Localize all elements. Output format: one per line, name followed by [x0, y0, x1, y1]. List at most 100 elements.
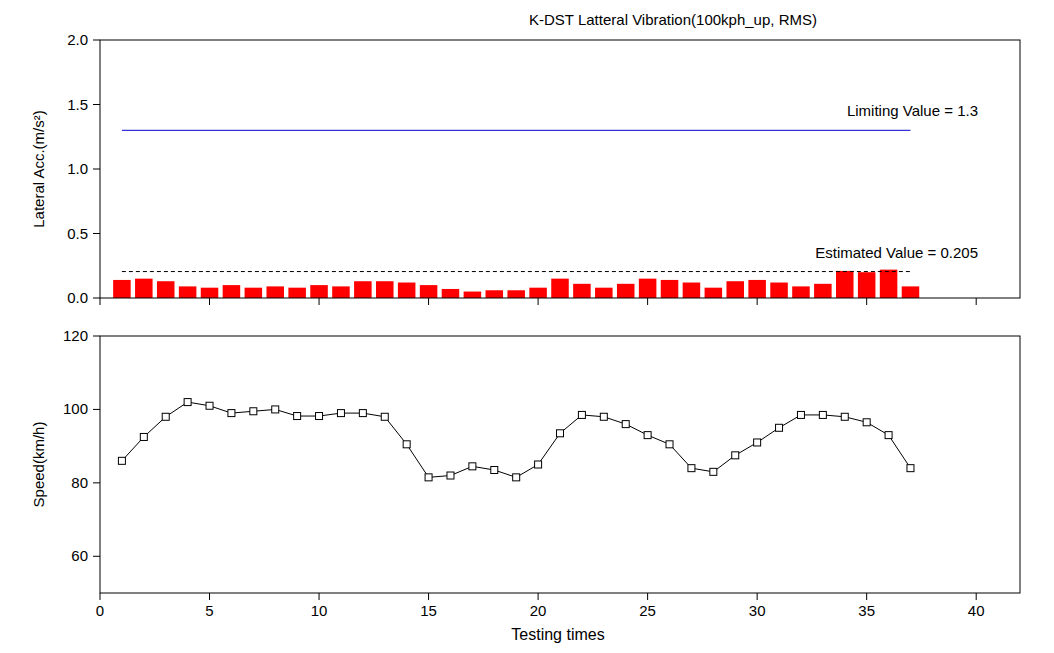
marker — [907, 465, 914, 472]
bar — [179, 286, 197, 298]
bar — [792, 286, 810, 298]
x-tick — [538, 593, 539, 600]
x-tick — [976, 298, 977, 305]
marker — [272, 406, 279, 413]
y-tick-label: 1.5 — [67, 96, 88, 113]
marker — [381, 413, 388, 420]
y-tick-label: 100 — [63, 400, 88, 417]
marker — [491, 467, 498, 474]
y-tick-label: 1.0 — [67, 160, 88, 177]
x-tick — [100, 298, 101, 305]
marker — [885, 432, 892, 439]
marker — [776, 424, 783, 431]
y-tick — [93, 409, 100, 410]
x-tick-label: 25 — [639, 602, 656, 619]
x-tick — [209, 593, 210, 600]
plot-area — [118, 399, 914, 481]
bar — [814, 284, 832, 298]
x-tick-label: 35 — [858, 602, 875, 619]
x-tick — [757, 298, 758, 305]
marker — [819, 411, 826, 418]
marker — [337, 410, 344, 417]
marker — [644, 432, 651, 439]
x-tick — [428, 298, 429, 305]
bar — [705, 288, 723, 298]
y-tick — [93, 336, 100, 337]
bar — [332, 286, 350, 298]
bar — [617, 284, 635, 298]
marker — [469, 463, 476, 470]
y-axis-label: Lateral Acc.(m/s²) — [30, 110, 47, 228]
x-tick-label: 30 — [749, 602, 766, 619]
bar — [354, 281, 372, 298]
y-tick — [93, 298, 100, 299]
bar — [398, 283, 416, 298]
y-tick — [93, 233, 100, 234]
marker — [578, 411, 585, 418]
x-axis-label: Testing times — [511, 626, 604, 643]
marker — [688, 465, 695, 472]
x-tick-label: 10 — [311, 602, 328, 619]
marker — [250, 408, 257, 415]
x-tick — [976, 593, 977, 600]
bar — [266, 286, 284, 298]
reference-line — [122, 271, 911, 272]
bar — [880, 270, 898, 298]
bar — [529, 288, 547, 298]
bar — [288, 288, 306, 298]
title: K-DST Latteral Vibration(100kph_up, RMS) — [529, 11, 817, 28]
marker — [206, 402, 213, 409]
marker — [513, 474, 520, 481]
marker — [557, 430, 564, 437]
bar — [201, 288, 219, 298]
line — [122, 402, 911, 477]
chart: K-DST Latteral Vibration(100kph_up, RMS)… — [0, 0, 1054, 653]
y-tick — [93, 169, 100, 170]
bar — [442, 289, 460, 298]
x-tick — [866, 298, 867, 305]
bar — [902, 286, 920, 298]
y-tick-label: 0.5 — [67, 225, 88, 242]
reference-label: Limiting Value = 1.3 — [847, 102, 978, 119]
marker — [754, 439, 761, 446]
x-tick — [757, 593, 758, 600]
x-tick — [538, 298, 539, 305]
y-tick — [93, 40, 100, 41]
x-tick — [647, 593, 648, 600]
y-tick — [93, 556, 100, 557]
marker — [622, 421, 629, 428]
marker — [732, 452, 739, 459]
marker — [600, 413, 607, 420]
marker — [403, 441, 410, 448]
x-tick — [647, 298, 648, 305]
bar — [486, 290, 504, 298]
bar — [223, 285, 241, 298]
y-tick-label: 80 — [71, 474, 88, 491]
frame — [100, 40, 1020, 298]
x-tick — [319, 298, 320, 305]
bar — [157, 281, 175, 298]
bar — [113, 280, 131, 298]
bar — [464, 292, 482, 298]
marker — [863, 419, 870, 426]
bar — [595, 288, 613, 298]
bar — [573, 284, 591, 298]
marker — [118, 457, 125, 464]
x-tick-label: 0 — [96, 602, 104, 619]
marker — [797, 411, 804, 418]
bar — [748, 280, 766, 298]
y-tick — [93, 482, 100, 483]
marker — [535, 461, 542, 468]
y-tick-label: 120 — [63, 327, 88, 344]
marker — [841, 413, 848, 420]
bar — [135, 279, 153, 298]
marker — [447, 472, 454, 479]
y-tick-label: 0.0 — [67, 289, 88, 306]
marker — [184, 399, 191, 406]
x-tick-label: 5 — [205, 602, 213, 619]
marker — [294, 413, 301, 420]
reference-line — [122, 130, 911, 131]
x-tick-label: 20 — [530, 602, 547, 619]
x-tick-label: 40 — [968, 602, 985, 619]
bar — [836, 271, 854, 298]
